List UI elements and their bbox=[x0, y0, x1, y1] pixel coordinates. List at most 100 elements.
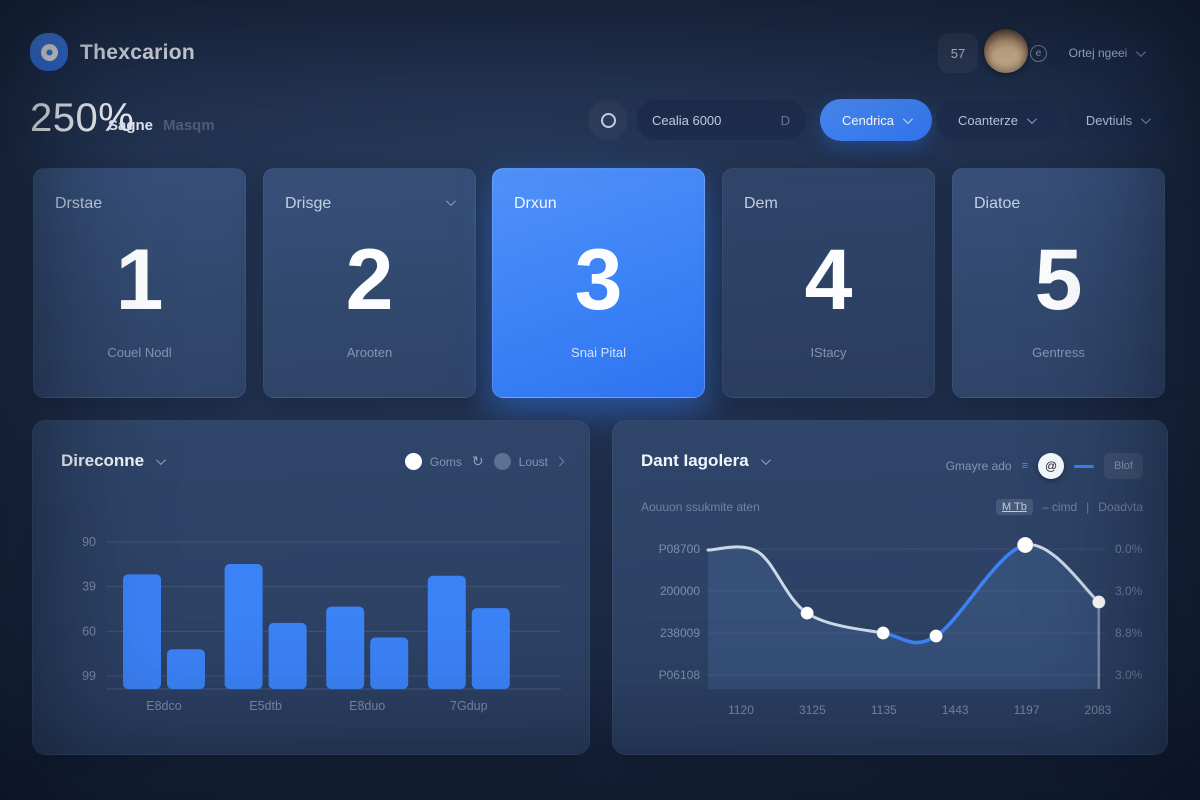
stat-card-sublabel: Arooten bbox=[346, 345, 393, 360]
quick-action-icon[interactable]: e bbox=[1030, 45, 1047, 62]
toggle-track[interactable] bbox=[1074, 464, 1095, 468]
line-panel-meta: M Tb – cimd | Doadvta bbox=[995, 499, 1143, 515]
chevron-down-icon bbox=[1141, 113, 1151, 124]
stat-card-label: Drxun bbox=[514, 195, 557, 212]
line-panel-title[interactable]: Dant Iagolera bbox=[641, 451, 771, 471]
stat-card-2[interactable]: Drisge 2 Arooten bbox=[263, 168, 476, 398]
line-area-fill bbox=[708, 544, 1099, 689]
bar-Goms-E8dco[interactable] bbox=[123, 574, 161, 689]
stat-card-value: 2 bbox=[345, 232, 394, 328]
chevron-down-icon bbox=[902, 113, 913, 124]
stat-card-sublabel: Couel Nodl bbox=[107, 345, 172, 360]
stat-card-label: Diatoe bbox=[974, 195, 1021, 212]
stat-card-value: 3 bbox=[574, 232, 623, 328]
bar-Goms-7Gdup[interactable] bbox=[427, 575, 466, 689]
meta-badge[interactable]: M Tb bbox=[995, 499, 1033, 515]
y-tick-left: P08700 bbox=[659, 542, 701, 556]
bar-chart[interactable]: 90 39 60 99 E8dco E5dtb E8duo 7Gdup bbox=[53, 511, 573, 746]
y-tick-left: P06108 bbox=[659, 668, 701, 682]
stat-card-3-selected[interactable]: Drxun 3 Snai Pital bbox=[492, 168, 705, 398]
stat-card-sublabel: Snai Pital bbox=[571, 345, 626, 360]
stat-card-label: Drisge bbox=[285, 195, 332, 212]
chevron-right-icon[interactable] bbox=[554, 456, 565, 467]
stat-card-1[interactable]: Drstae 1 Couel Nodl bbox=[33, 168, 246, 398]
user-avatar[interactable] bbox=[984, 29, 1028, 73]
y-label-right: 3.0% bbox=[1115, 668, 1143, 682]
notification-count-button[interactable]: 57 bbox=[938, 33, 978, 73]
meta-divider: | bbox=[1086, 500, 1090, 514]
x-tick-label: 1135 bbox=[871, 703, 897, 717]
stat-card-5[interactable]: Diatoe 5 Gentress bbox=[952, 168, 1165, 398]
meta-link[interactable]: Doadvta bbox=[1098, 500, 1143, 514]
bar-Goms-E5dtb[interactable] bbox=[224, 564, 263, 689]
x-category-label: E8duo bbox=[349, 699, 385, 713]
equalizer-icon: ≡ bbox=[1021, 460, 1029, 472]
bar-Loust-E8dco[interactable] bbox=[167, 649, 205, 689]
line-panel-controls: Gmayre ado ≡ @ Blof bbox=[946, 453, 1143, 479]
line-panel-subrow: Aouuon ssukmite aten M Tb – cimd | Doadv… bbox=[641, 499, 1143, 515]
legend-label-series1: Goms bbox=[429, 454, 462, 469]
filter-2-label: Devtiuls bbox=[1085, 112, 1133, 128]
profile-menu-label: Ortej ngeei bbox=[1068, 46, 1128, 60]
x-tick-label: 1197 bbox=[1014, 703, 1040, 717]
y-tick-label: 99 bbox=[82, 669, 96, 683]
stat-card-value: 1 bbox=[115, 232, 164, 328]
primary-action-label: Cendrica bbox=[841, 112, 895, 128]
mode-button[interactable]: Blof bbox=[1104, 453, 1143, 479]
chevron-down-icon bbox=[760, 454, 771, 465]
y-tick-label: 90 bbox=[82, 535, 96, 549]
profile-menu-button[interactable]: Ortej ngeei bbox=[1048, 33, 1164, 73]
stat-card-value: 5 bbox=[1034, 232, 1083, 328]
x-tick-label: 1443 bbox=[942, 703, 969, 717]
chevron-down-icon bbox=[156, 454, 167, 465]
search-input[interactable] bbox=[652, 112, 752, 128]
y-label-right: 3.0% bbox=[1115, 584, 1143, 598]
toggle-knob[interactable]: @ bbox=[1038, 453, 1065, 479]
data-point-3[interactable] bbox=[876, 626, 891, 641]
line-chart-panel: Dant Iagolera Gmayre ado ≡ @ Blof Aouuon… bbox=[612, 420, 1168, 755]
filter-dropdown-1[interactable]: Coanterze bbox=[936, 100, 1056, 140]
y-tick-label: 39 bbox=[82, 580, 96, 594]
primary-action-button[interactable]: Cendrica bbox=[820, 99, 932, 141]
x-tick-label: 3125 bbox=[799, 703, 826, 717]
line-panel-subtitle: Aouuon ssukmite aten bbox=[641, 500, 760, 514]
x-tick-label: 2083 bbox=[1085, 703, 1112, 717]
search-field[interactable]: D bbox=[636, 100, 806, 140]
headline-metric: 250% bbox=[30, 96, 135, 140]
bar-panel-title: Direconne bbox=[61, 451, 167, 471]
app-title: Thexcarion bbox=[80, 41, 196, 64]
bar-Loust-E5dtb[interactable] bbox=[268, 622, 307, 689]
stat-card-4[interactable]: Dem 4 IStacy bbox=[722, 168, 935, 398]
chevron-down-icon bbox=[1136, 46, 1147, 57]
x-tick-label: 1120 bbox=[728, 703, 754, 717]
legend-dot-series2 bbox=[493, 453, 511, 470]
data-point-2[interactable] bbox=[800, 606, 815, 621]
data-point-6[interactable] bbox=[1091, 595, 1106, 610]
line-chart[interactable]: P08700 200000 238009 P06108 0.0% 3.0% 8.8% 3.0%… bbox=[613, 516, 1169, 756]
meta-text: – cimd bbox=[1041, 500, 1078, 514]
stat-card-sublabel: IStacy bbox=[810, 345, 847, 360]
chevron-down-icon[interactable] bbox=[445, 196, 456, 207]
y-label-right: 8.8% bbox=[1115, 626, 1143, 640]
bar-Goms-E8duo[interactable] bbox=[326, 606, 365, 689]
legend-dot-series1 bbox=[404, 453, 422, 470]
filter-dropdown-2[interactable]: Devtiuls bbox=[1068, 100, 1166, 140]
stat-card-label: Drstae bbox=[55, 195, 103, 212]
chevron-down-icon bbox=[1026, 113, 1037, 124]
bar-chart-panel: Direconne Goms ↻ Loust 90 39 60 99 E8dco E5dt… bbox=[32, 420, 590, 755]
app-logo-icon bbox=[30, 33, 68, 71]
refresh-icon[interactable]: ↻ bbox=[471, 453, 484, 469]
data-point-4[interactable] bbox=[929, 629, 944, 644]
y-label-right: 0.0% bbox=[1115, 542, 1143, 556]
stat-card-sublabel: Gentress bbox=[1032, 345, 1085, 360]
search-icon bbox=[600, 112, 616, 128]
data-point-5[interactable] bbox=[1016, 536, 1034, 554]
bar-chart-legend: Goms ↻ Loust bbox=[404, 453, 565, 470]
toggle-label: Gmayre ado bbox=[945, 459, 1012, 473]
search-button[interactable] bbox=[588, 100, 628, 140]
bar-Loust-E8duo[interactable] bbox=[370, 637, 409, 689]
y-tick-left: 238009 bbox=[660, 626, 700, 640]
filter-1-label: Coanterze bbox=[958, 112, 1018, 128]
bar-Loust-7Gdup[interactable] bbox=[471, 608, 510, 689]
